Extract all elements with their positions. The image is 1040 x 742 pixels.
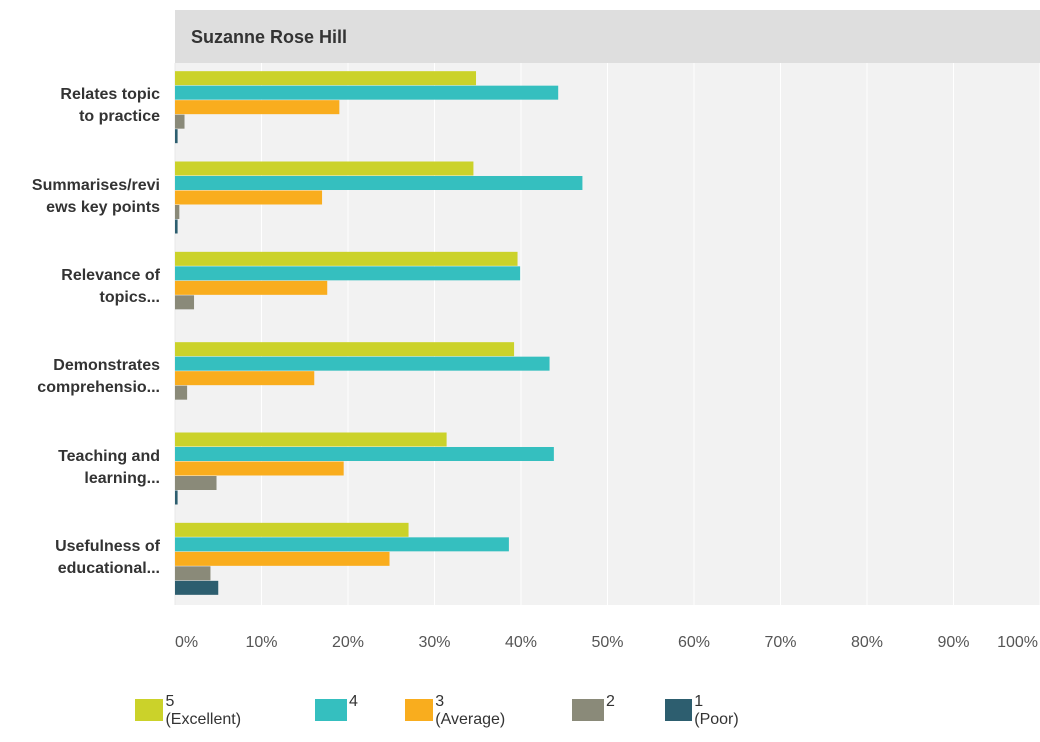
bar[interactable]: [175, 432, 447, 447]
bar[interactable]: [175, 114, 185, 129]
x-tick-label: 30%: [418, 634, 450, 651]
category-label: Relates topic to practice: [0, 84, 160, 128]
x-tick-label: 50%: [591, 634, 623, 651]
bar[interactable]: [175, 342, 515, 357]
bar[interactable]: [175, 176, 583, 190]
plot-area: 0% 10% 20% 30% 40% 50% 60% 70% 80% 90% 100%: [174, 63, 1040, 651]
category-label-line: Summarises/revi: [31, 176, 160, 194]
category-label-line: Relevance of: [61, 266, 160, 284]
legend-swatch: [572, 699, 604, 721]
category-label-line: Relates topic: [60, 86, 160, 104]
chart-title: Suzanne Rose Hill: [191, 27, 348, 47]
bar[interactable]: [175, 580, 219, 595]
bar[interactable]: [175, 522, 409, 537]
category-label: Summarises/revi ews key points: [0, 175, 160, 219]
bar[interactable]: [175, 266, 521, 281]
legend-swatch: [135, 699, 164, 721]
legend-label: 2: [606, 693, 615, 710]
x-tick-label: 10%: [245, 634, 277, 651]
bar[interactable]: [175, 219, 178, 234]
x-tick-label: 80%: [851, 634, 883, 651]
x-tick-label: 20%: [332, 634, 364, 651]
legend-swatch: [665, 699, 693, 721]
bar[interactable]: [175, 190, 323, 205]
category-label-line: learning...: [84, 469, 160, 487]
legend-item[interactable]: 2: [572, 693, 615, 721]
category-label: Relevance of topics...: [0, 265, 160, 309]
category-label-line: educational...: [57, 559, 160, 577]
legend-swatch: [315, 699, 347, 721]
category-label: Demonstrates comprehensio...: [0, 355, 160, 399]
legend-item[interactable]: 1 (Poor): [665, 693, 743, 729]
category-label-line: topics...: [99, 288, 160, 306]
bar[interactable]: [175, 385, 188, 400]
x-tick-label: 90%: [937, 634, 969, 651]
bar[interactable]: [175, 280, 328, 295]
bar[interactable]: [175, 71, 477, 86]
bar[interactable]: [175, 85, 559, 100]
x-tick-label: 0%: [175, 634, 198, 651]
legend-label: 4: [349, 693, 358, 710]
x-tick-label: 60%: [678, 634, 710, 651]
x-tick-label: 70%: [764, 634, 796, 651]
bar[interactable]: [175, 205, 180, 219]
bar[interactable]: [175, 551, 390, 566]
category-label-line: comprehensio...: [37, 379, 160, 397]
x-tick-label: 100%: [997, 634, 1038, 651]
legend-item[interactable]: 3 (Average): [405, 693, 509, 729]
category-label-line: to practice: [79, 108, 160, 126]
category-label-line: Teaching and: [58, 447, 160, 465]
bar[interactable]: [175, 371, 315, 386]
category-label-line: ews key points: [46, 198, 160, 216]
category-label: Usefulness of educational...: [0, 536, 160, 580]
category-label-line: Usefulness of: [55, 537, 160, 555]
chart-header: Suzanne Rose Hill: [175, 10, 1040, 63]
bar[interactable]: [175, 490, 178, 505]
bar[interactable]: [175, 461, 344, 476]
legend-item[interactable]: 4: [315, 693, 358, 721]
legend-label: 3 (Average): [435, 693, 506, 728]
category-label: Teaching and learning...: [0, 446, 160, 490]
bar[interactable]: [175, 537, 509, 552]
bar[interactable]: [175, 447, 554, 461]
legend-label: 1 (Poor): [694, 693, 739, 728]
bar[interactable]: [175, 100, 340, 115]
bar[interactable]: [175, 566, 211, 581]
bar[interactable]: [175, 251, 518, 266]
bar[interactable]: [175, 161, 474, 176]
legend-swatch: [405, 699, 434, 721]
bar[interactable]: [175, 476, 217, 490]
category-label-line: Demonstrates: [53, 357, 160, 375]
legend-label: 5 (Excellent): [165, 693, 242, 728]
bar[interactable]: [175, 356, 550, 371]
legend-item[interactable]: 5 (Excellent): [135, 693, 245, 729]
bar[interactable]: [175, 295, 195, 310]
x-tick-label: 40%: [505, 634, 537, 651]
bar[interactable]: [175, 129, 178, 144]
